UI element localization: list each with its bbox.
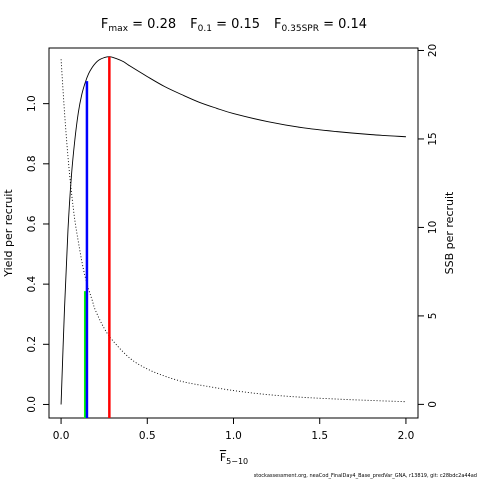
x-axis-title-subscript: 5−10 <box>226 457 248 466</box>
x-tick-label: 1.5 <box>311 430 328 442</box>
y-axis-right-title: SSB per recruit <box>443 191 456 274</box>
reference-lines <box>83 56 111 418</box>
y-left-tick-label: 0.2 <box>26 336 38 353</box>
y-right-tick-label: 10 <box>427 221 439 234</box>
x-axis: 0.0 0.5 1.0 1.5 2.0 <box>53 417 415 442</box>
title-part: F <box>274 17 281 32</box>
x-tick-label: 1.0 <box>225 430 242 442</box>
x-axis-title-base: F <box>220 451 226 464</box>
title-value: = 0.14 <box>319 17 367 32</box>
footer-text: stockassessment.org, neaCod_FinalDay4_Ba… <box>254 473 477 479</box>
y-right-tick-label: 20 <box>427 44 439 57</box>
chart-title: Fmax = 0.28 F0.1 = 0.15 F0.35SPR = 0.14 <box>101 17 367 34</box>
y-right-tick-label: 5 <box>427 313 439 320</box>
y-right-tick-label: 15 <box>427 132 439 145</box>
y-right-tick-label: 0 <box>427 401 439 408</box>
x-tick-label: 0.5 <box>139 430 156 442</box>
title-part: F <box>190 17 197 32</box>
y-axis-left-title: Yield per recruit <box>2 189 15 278</box>
y-axis-left: 0.0 0.2 0.4 0.6 0.8 1.0 <box>26 95 50 413</box>
title-subscript: 0.1 <box>198 24 212 34</box>
title-part: F <box>101 17 108 32</box>
series-layer <box>60 56 406 405</box>
y-axis-right: 0 5 10 15 20 <box>417 44 439 408</box>
yield-per-recruit-line <box>60 56 406 405</box>
x-tick-label: 2.0 <box>398 430 415 442</box>
title-value: = 0.15 <box>212 17 260 32</box>
y-left-tick-label: 0.6 <box>26 215 38 232</box>
x-axis-title: F5−10 <box>220 451 248 466</box>
y-left-tick-label: 0.0 <box>26 396 38 413</box>
title-subscript: max <box>108 24 128 34</box>
y-left-tick-label: 1.0 <box>26 95 38 112</box>
x-tick-label: 0.0 <box>53 430 70 442</box>
y-left-tick-label: 0.8 <box>26 155 38 172</box>
title-subscript: 0.35SPR <box>282 24 319 34</box>
y-left-tick-label: 0.4 <box>26 275 38 292</box>
ssb-per-recruit-line <box>60 59 406 403</box>
title-value: = 0.28 <box>128 17 176 32</box>
plot-frame <box>48 47 419 419</box>
